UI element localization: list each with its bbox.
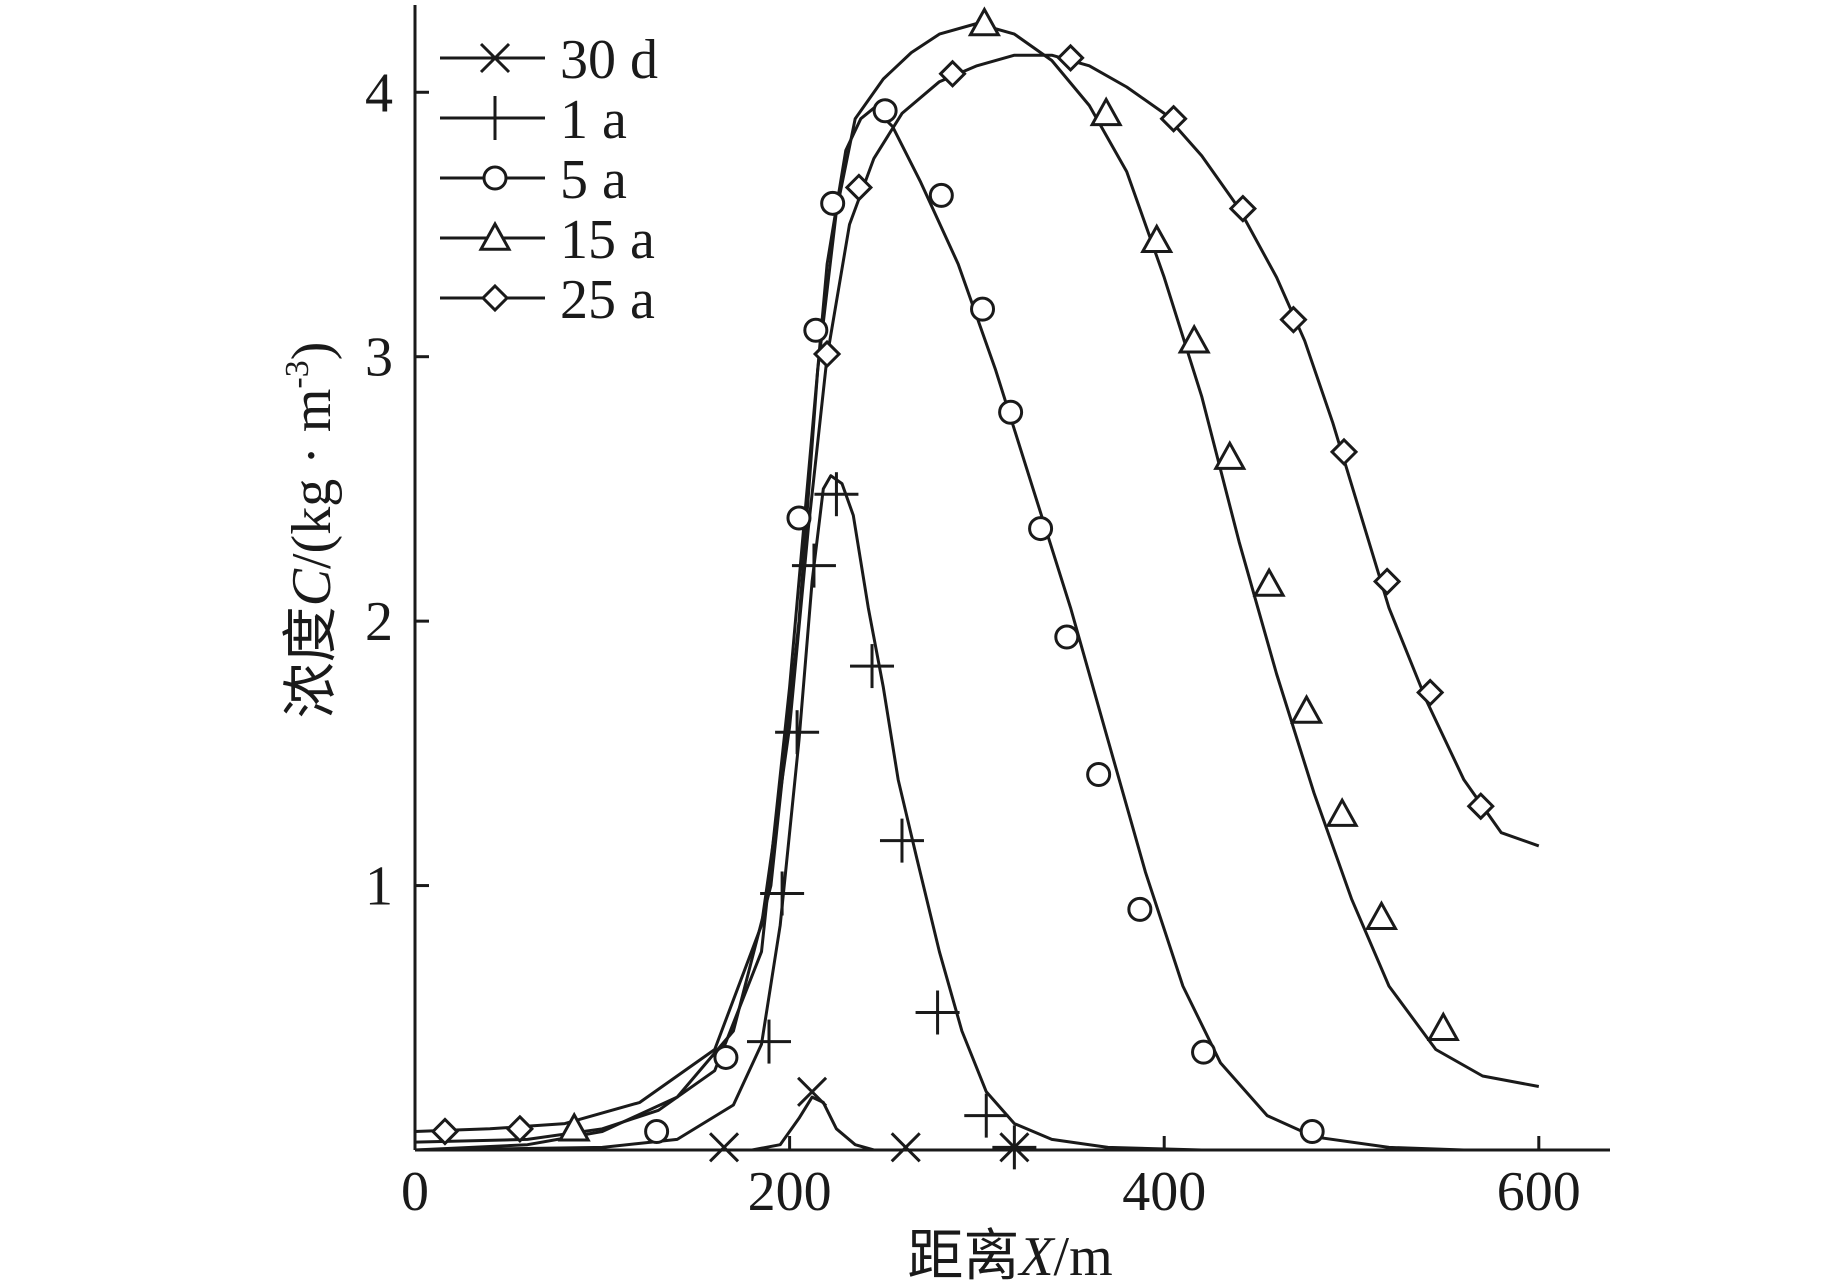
series-line-5 <box>414 53 1540 1133</box>
series-4-marker <box>1140 223 1174 254</box>
series-lines <box>414 22 1540 1152</box>
legend-label: 1 a <box>560 89 627 151</box>
series-5-marker <box>1279 305 1308 334</box>
series-markers <box>430 6 1495 1170</box>
series-3-marker <box>644 1118 670 1144</box>
series-5-marker <box>1416 678 1445 707</box>
series-5-marker <box>1466 792 1495 821</box>
series-4-marker <box>1364 900 1399 930</box>
series-2-marker <box>814 472 859 517</box>
series-3-marker <box>713 1044 739 1070</box>
legend: 30 d1 a5 a15 a25 a <box>440 29 658 331</box>
series-3-marker <box>1054 624 1080 650</box>
legend-marker <box>473 96 517 140</box>
y-tick-label: 1 <box>365 856 393 918</box>
series-3-marker <box>820 190 846 216</box>
series-2-marker <box>879 818 924 863</box>
series-1-marker-stroke <box>890 1132 921 1163</box>
legend-marker <box>482 165 508 191</box>
series-5-marker <box>430 1117 460 1146</box>
series-4-marker <box>967 6 1001 37</box>
legend-marker-stroke <box>479 42 511 74</box>
series-3-marker <box>1299 1118 1325 1144</box>
series-3-marker <box>928 182 954 208</box>
series-4-marker <box>1252 567 1286 597</box>
series-1-marker-stroke <box>708 1132 740 1163</box>
series-2-marker <box>915 990 960 1035</box>
series-5-marker <box>1372 567 1402 596</box>
series-4-marker <box>1290 693 1324 724</box>
series-4-marker <box>1213 440 1247 470</box>
series-3-marker <box>998 399 1024 425</box>
legend-item: 1 a <box>440 89 627 151</box>
x-tick-label: 600 <box>1497 1161 1581 1223</box>
series-3-marker <box>1127 896 1153 922</box>
y-tick-label: 3 <box>365 327 393 389</box>
series-3-marker <box>970 296 996 322</box>
legend-marker <box>479 42 511 74</box>
x-tick-label: 400 <box>1122 1161 1206 1223</box>
series-3-marker <box>786 505 812 531</box>
y-ticks: 1 2 3 4 <box>365 62 429 918</box>
legend-label: 30 d <box>560 29 658 91</box>
series-3-marker <box>1028 516 1054 542</box>
series-5-marker <box>938 59 967 88</box>
series-5-marker <box>1329 437 1359 467</box>
series-2-marker <box>791 543 836 588</box>
series-3-marker <box>1086 762 1112 788</box>
series-2-marker <box>992 1125 1037 1170</box>
series-1-marker <box>708 1132 740 1163</box>
series-1-marker <box>890 1132 921 1163</box>
series-5-marker <box>505 1114 535 1143</box>
legend-marker <box>480 283 510 313</box>
series-3-marker <box>872 98 898 124</box>
series-4-marker <box>1426 1011 1460 1042</box>
legend-label: 5 a <box>560 149 627 211</box>
series-line-1 <box>415 1095 1539 1152</box>
series-1-marker <box>797 1076 828 1107</box>
legend-item: 15 a <box>440 209 655 271</box>
legend-label: 25 a <box>560 269 655 331</box>
series-4-marker <box>1177 323 1211 354</box>
series-5-marker <box>1056 43 1085 73</box>
series-1-marker-stroke <box>797 1076 828 1107</box>
x-ticks: 0 200 400 600 <box>401 1136 1581 1223</box>
series-4-marker <box>1325 797 1359 827</box>
series-line-3 <box>414 106 1539 1152</box>
legend-item: 30 d <box>440 29 658 91</box>
series-2-marker <box>850 644 895 689</box>
series-3-marker <box>1191 1039 1217 1065</box>
legend-label: 15 a <box>560 209 655 271</box>
series-5-marker <box>1159 104 1188 133</box>
series-2-marker <box>747 1019 791 1064</box>
series-line-2 <box>414 474 1539 1152</box>
legend-marker <box>478 220 512 251</box>
y-tick-label: 4 <box>365 62 393 124</box>
series-5-marker <box>844 173 874 202</box>
series-3-marker <box>803 317 829 343</box>
legend-item: 25 a <box>440 269 655 331</box>
legend-item: 5 a <box>440 149 627 211</box>
x-tick-label: 0 <box>401 1161 429 1223</box>
series-5-marker <box>812 339 842 369</box>
series-5-marker <box>1228 194 1257 223</box>
series-4-marker <box>1089 96 1123 127</box>
series-2-marker <box>775 710 820 755</box>
series-2-marker <box>964 1093 1009 1138</box>
y-axis-title: 浓度C/(kg · m-3) <box>279 342 343 719</box>
x-axis-title: 距离X/m <box>907 1226 1112 1284</box>
series-4-marker <box>557 1111 591 1142</box>
series-2-marker <box>760 871 805 916</box>
y-tick-label: 2 <box>365 591 393 653</box>
x-tick-label: 200 <box>748 1161 832 1223</box>
